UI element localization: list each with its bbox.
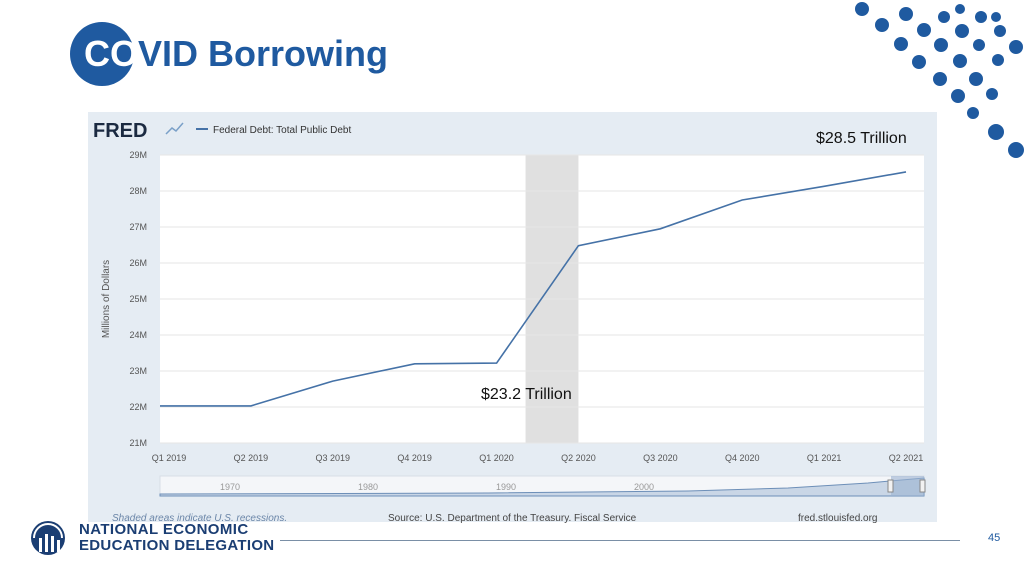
- dot-decoration: [1008, 142, 1024, 158]
- dot-decoration: [975, 11, 987, 23]
- dot-decoration: [955, 4, 965, 14]
- fred-chart: 21M 22M 23M 24M 25M 26M 27M 28M 29M Q1 2019 Q2 201…: [93, 120, 926, 524]
- y-tick-label: 22M: [129, 402, 147, 412]
- y-axis-label: Millions of Dollars: [101, 260, 112, 338]
- legend-label: Federal Debt: Total Public Debt: [213, 125, 351, 136]
- y-tick-label: 27M: [129, 222, 147, 232]
- dot-decoration: [955, 24, 969, 38]
- y-tick-label: 24M: [129, 330, 147, 340]
- dot-pattern-decoration: [855, 2, 1024, 158]
- dot-decoration: [875, 18, 889, 32]
- dot-decoration: [933, 72, 947, 86]
- dot-decoration: [912, 55, 926, 69]
- title-prefix: CO: [84, 33, 138, 74]
- x-tick-label: Q2 2019: [234, 453, 269, 463]
- navigator-year-label: 1990: [496, 482, 516, 492]
- x-tick-label: Q1 2020: [479, 453, 514, 463]
- dot-decoration: [894, 37, 908, 51]
- navigator-year-label: 1970: [220, 482, 240, 492]
- y-tick-label: 21M: [129, 438, 147, 448]
- dot-decoration: [953, 54, 967, 68]
- x-tick-label: Q3 2020: [643, 453, 678, 463]
- y-tick-label: 26M: [129, 258, 147, 268]
- dot-decoration: [855, 2, 869, 16]
- dot-decoration: [988, 124, 1004, 140]
- site-url: fred.stlouisfed.org: [798, 513, 878, 524]
- dot-decoration: [969, 72, 983, 86]
- dot-decoration: [986, 88, 998, 100]
- dot-decoration: [973, 39, 985, 51]
- series-line-federal-debt: [160, 171, 907, 407]
- x-tick-label: Q1 2019: [152, 453, 187, 463]
- dot-decoration: [951, 89, 965, 103]
- dot-decoration: [992, 54, 1004, 66]
- navigator-area: [159, 477, 925, 497]
- y-tick-label: 28M: [129, 186, 147, 196]
- shaded-note: Shaded areas indicate U.S. recessions.: [112, 513, 287, 524]
- navigator-year-label: 2000: [634, 482, 654, 492]
- org-name-line1: NATIONAL ECONOMIC: [79, 521, 249, 538]
- dot-decoration: [899, 7, 913, 21]
- fred-brand: FRED: [93, 120, 147, 142]
- dot-decoration: [934, 38, 948, 52]
- page-number: 45: [988, 532, 1001, 544]
- annotation-28-5-trillion: $28.5 Trillion: [816, 130, 907, 147]
- dot-decoration: [917, 23, 931, 37]
- ned-logo-icon: [31, 521, 65, 555]
- dot-decoration: [938, 11, 950, 23]
- x-tick-label: Q2 2020: [561, 453, 596, 463]
- y-tick-label: 23M: [129, 366, 147, 376]
- dot-decoration: [1009, 40, 1023, 54]
- dot-decoration: [967, 107, 979, 119]
- fred-chart-icon: [165, 122, 184, 135]
- x-tick-label: Q2 2021: [889, 453, 924, 463]
- y-tick-label: 25M: [129, 294, 147, 304]
- org-name-line2: EDUCATION DELEGATION: [79, 537, 275, 554]
- navigator-handle-right: [919, 479, 926, 493]
- navigator-handle-left: [887, 479, 894, 493]
- dot-decoration: [991, 12, 1001, 22]
- navigator-selection: [891, 476, 924, 496]
- dot-decoration: [994, 25, 1006, 37]
- title-circle-decoration: [70, 22, 134, 86]
- footer-divider: [280, 540, 960, 541]
- source-note: Source: U.S. Department of the Treasury.…: [388, 513, 637, 524]
- y-tick-label: 29M: [129, 150, 147, 160]
- title-rest: VID Borrowing: [138, 33, 388, 74]
- x-tick-label: Q4 2020: [725, 453, 760, 463]
- navigator-year-label: 1980: [358, 482, 378, 492]
- x-tick-label: Q4 2019: [397, 453, 432, 463]
- x-tick-label: Q3 2019: [316, 453, 351, 463]
- x-tick-label: Q1 2021: [807, 453, 842, 463]
- annotation-23-2-trillion: $23.2 Trillion: [481, 386, 572, 403]
